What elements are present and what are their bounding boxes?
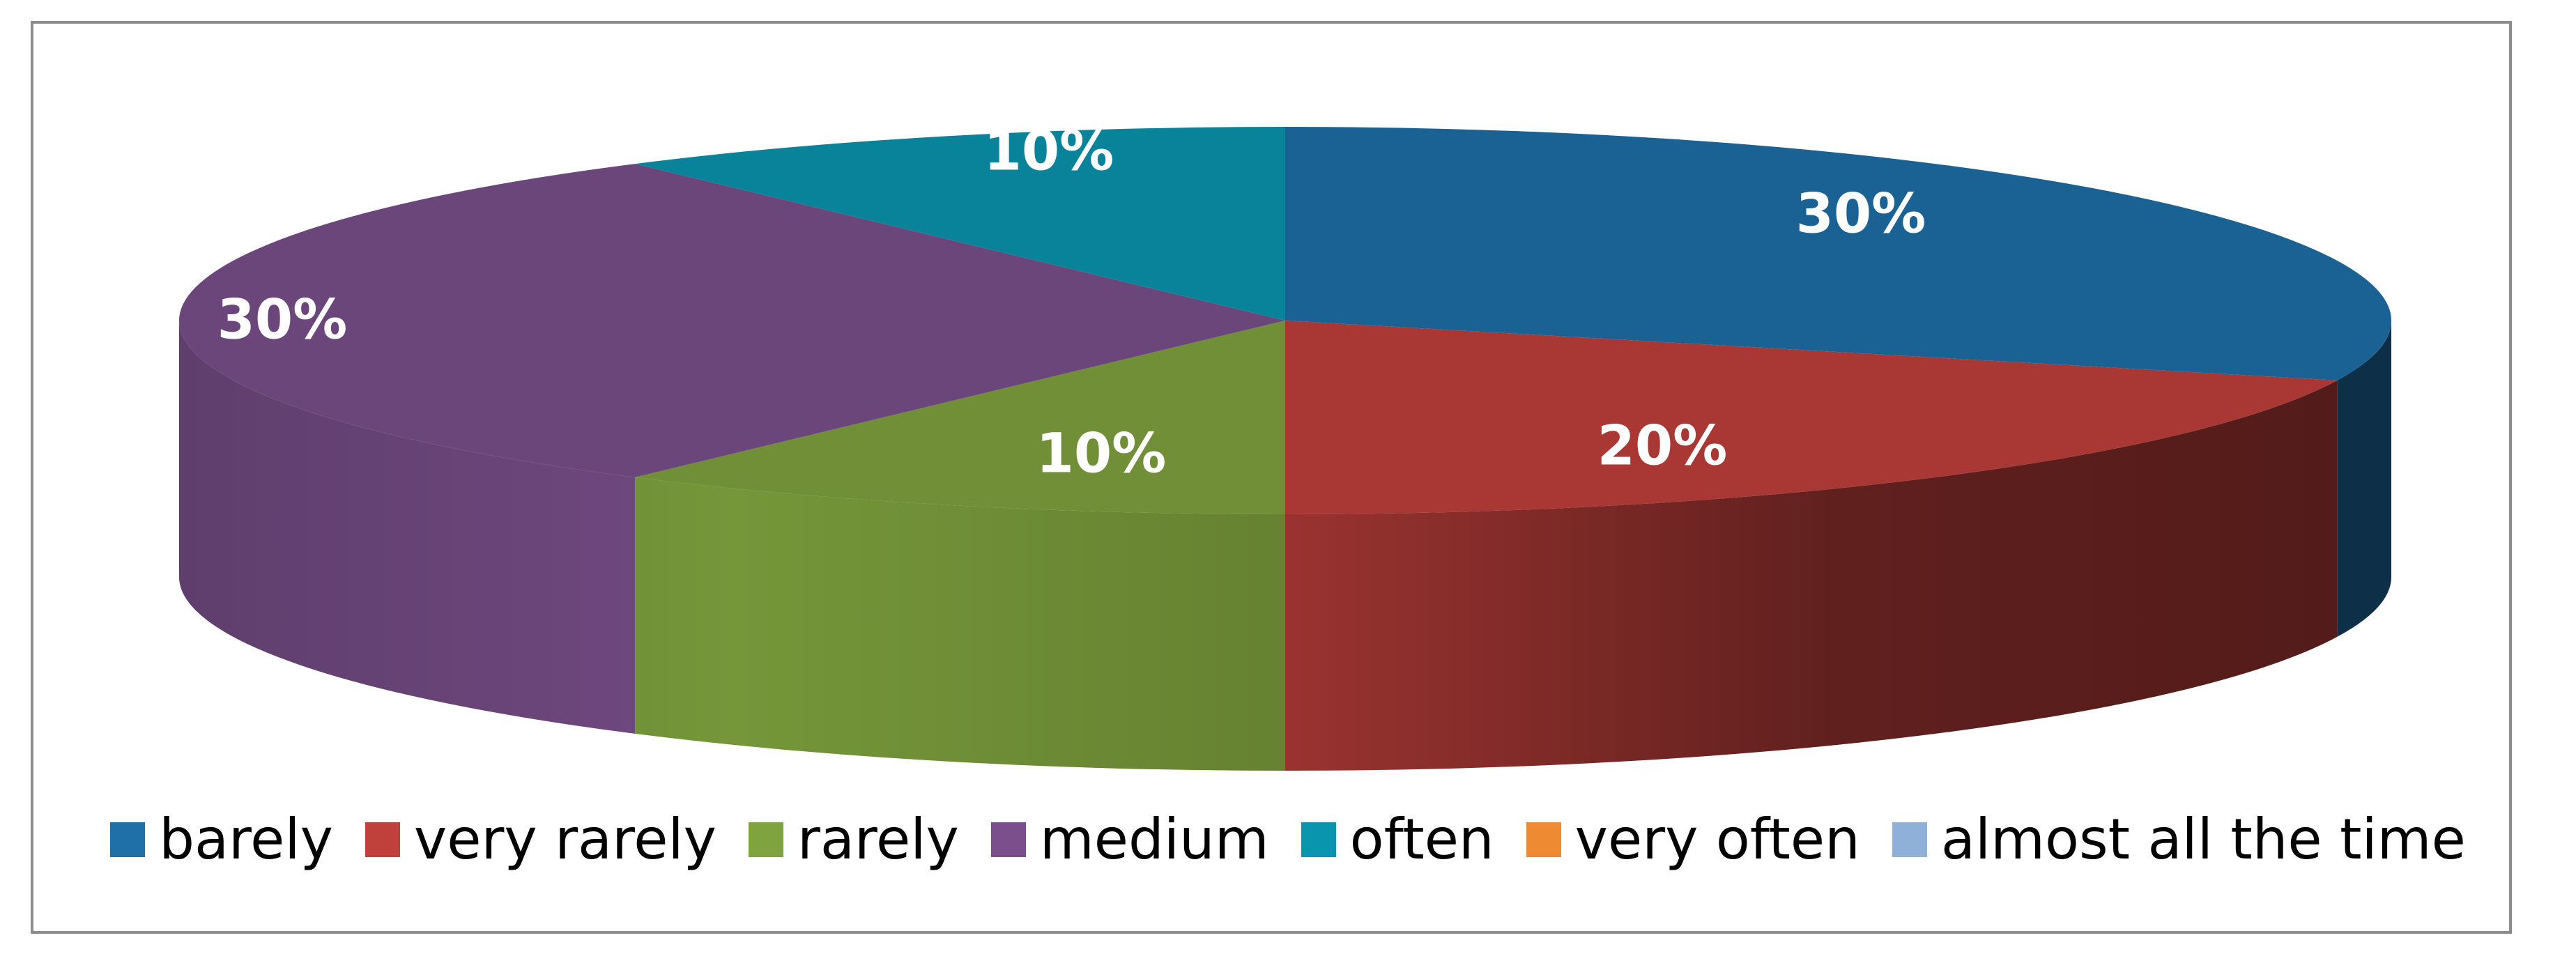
legend-item-almost-all-the-time: almost all the time [1892, 812, 2466, 868]
legend-item-very-rarely: very rarely [365, 812, 716, 868]
pie-slice-often [635, 127, 1285, 321]
pie-wall-medium [178, 321, 636, 734]
legend-swatch [1892, 822, 1927, 857]
pie-slice-medium [178, 164, 1285, 477]
pie-slice-barely [1285, 127, 2391, 380]
legend-swatch [365, 822, 400, 857]
pie-wall-very-rarely [1285, 380, 2338, 771]
pie-wall-rarely [635, 477, 1285, 771]
legend-item-medium: medium [990, 807, 1269, 872]
pie-slice-rarely [635, 321, 1285, 514]
pie-wall-barely [2337, 321, 2391, 637]
legend-label: often [1349, 807, 1494, 872]
data-label-very-rarely: 20% [1597, 415, 1728, 477]
data-label-often: 10% [984, 120, 1114, 183]
legend-swatch [110, 822, 146, 857]
legend-label: medium [1039, 807, 1269, 872]
pie-slice-very-rarely [1285, 321, 2338, 514]
legend-swatch [748, 822, 783, 857]
legend-swatch [1526, 822, 1561, 857]
legend-item-often: often [1301, 812, 1494, 868]
data-label-barely: 30% [1796, 183, 1926, 245]
legend-label: almost all the time [1940, 807, 2466, 872]
pie-data-labels: 30% 20% 10% 30% 10% [217, 120, 1926, 485]
legend-item-rarely: rarely [748, 807, 959, 872]
data-label-medium: 30% [217, 288, 348, 351]
legend-label: very often [1574, 807, 1860, 872]
legend-label: rarely [797, 807, 959, 872]
legend-swatch [990, 822, 1026, 857]
legend-label: barely [159, 807, 333, 872]
pie-side-walls [178, 321, 2391, 771]
legend-swatch [1301, 822, 1336, 857]
legend-item-barely: barely [110, 812, 333, 868]
data-label-rarely: 10% [1036, 422, 1167, 485]
pie-top-faces [178, 127, 2391, 514]
legend-label: very rarely [413, 807, 716, 872]
legend-item-very-often: very often [1526, 812, 1860, 868]
legend: barely very rarely rarely medium often very o… [0, 801, 2576, 878]
